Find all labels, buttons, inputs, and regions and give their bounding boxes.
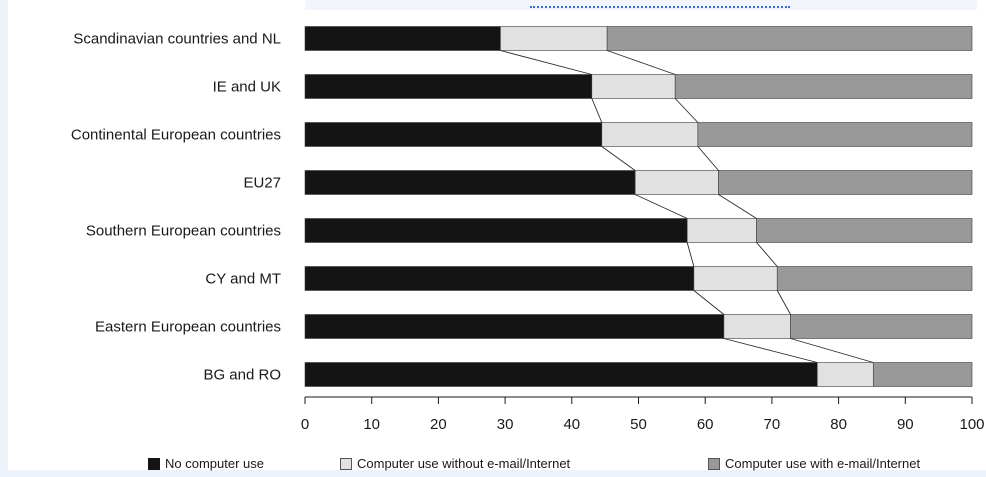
category-label-scandinavian-countries-and-nl: Scandinavian countries and NL: [73, 31, 281, 48]
category-label-cy-and-mt: CY and MT: [205, 271, 281, 288]
x-tick-label-90: 90: [897, 416, 914, 433]
x-tick-label-20: 20: [430, 416, 447, 433]
bar-segment-southern-european-countries-computer-use-with-e-mail-internet: [756, 218, 973, 243]
legend-label-computer-use-without-internet: Computer use without e-mail/Internet: [357, 456, 571, 471]
bar-segment-eastern-european-countries-computer-use-without-e-mail-internet: [723, 314, 791, 339]
connector-line-boundary-2-row-6: [776, 290, 791, 315]
legend-label-no-computer-use: No computer use: [165, 456, 264, 471]
legend-swatch-computer-use-without-internet: [340, 458, 352, 470]
bar-segment-scandinavian-countries-and-nl-computer-use-without-e-mail-internet: [500, 26, 608, 51]
category-labels-group: Scandinavian countries and NL IE and UK Co…: [71, 31, 281, 384]
bar-segment-southern-european-countries-no-computer-use: [304, 218, 688, 243]
category-label-continental-european-countries: Continental European countries: [71, 127, 281, 144]
legend-item-computer-use-with-internet: Computer use with e-mail/Internet: [708, 456, 920, 471]
bar-segment-cy-and-mt-computer-use-with-e-mail-internet: [776, 266, 973, 291]
bar-segment-southern-european-countries-computer-use-without-e-mail-internet: [686, 218, 757, 243]
x-tick-label-10: 10: [363, 416, 380, 433]
x-tick-label-30: 30: [497, 416, 514, 433]
bar-segment-eu27-computer-use-with-e-mail-internet: [718, 170, 973, 195]
connector-line-boundary-2-row-7: [790, 338, 874, 363]
bar-segment-scandinavian-countries-and-nl-computer-use-with-e-mail-internet: [606, 26, 973, 51]
x-tick-label-100: 100: [959, 416, 984, 433]
connector-line-boundary-2-row-2: [674, 98, 699, 123]
legend-item-no-computer-use: No computer use: [148, 456, 264, 471]
bar-segment-bg-and-ro-computer-use-without-e-mail-internet: [816, 362, 874, 387]
connector-line-boundary-1-row-6: [693, 290, 725, 315]
bar-segment-continental-european-countries-computer-use-with-e-mail-internet: [697, 122, 973, 147]
cropped-title-underline: [530, 0, 790, 8]
connector-line-boundary-1-row-5: [686, 242, 695, 267]
connector-line-boundary-1-row-3: [601, 146, 636, 171]
connector-line-boundary-1-row-4: [634, 194, 688, 219]
bar-segment-eastern-european-countries-no-computer-use: [304, 314, 725, 339]
x-axis: 0 10 20 30 40 50 60 70 80 90 100: [301, 396, 985, 433]
bottom-background-strip: [0, 470, 986, 477]
category-label-ie-and-uk: IE and UK: [213, 79, 281, 96]
connector-line-boundary-2-row-1: [607, 50, 676, 75]
connector-line-boundary-2-row-5: [756, 242, 778, 267]
left-background-strip: [0, 0, 8, 477]
category-label-bg-and-ro: BG and RO: [203, 367, 281, 384]
x-tick-label-0: 0: [301, 416, 309, 433]
bar-segment-continental-european-countries-no-computer-use: [304, 122, 603, 147]
bar-segment-bg-and-ro-no-computer-use: [304, 362, 818, 387]
bar-segment-ie-and-uk-computer-use-without-e-mail-internet: [591, 74, 676, 99]
x-tick-label-50: 50: [630, 416, 647, 433]
bar-segment-eu27-computer-use-without-e-mail-internet: [634, 170, 719, 195]
connector-lines-group: [500, 50, 874, 363]
x-tick-label-80: 80: [830, 416, 847, 433]
connector-line-boundary-2-row-3: [697, 146, 719, 171]
connector-line-boundary-2-row-4: [718, 194, 757, 219]
legend-item-computer-use-without-internet: Computer use without e-mail/Internet: [340, 456, 570, 471]
x-tick-label-60: 60: [697, 416, 714, 433]
x-tick-label-40: 40: [563, 416, 580, 433]
bar-segment-scandinavian-countries-and-nl-no-computer-use: [304, 26, 501, 51]
bar-segment-ie-and-uk-computer-use-with-e-mail-internet: [674, 74, 973, 99]
connector-line-boundary-1-row-2: [591, 98, 603, 123]
category-label-eastern-european-countries: Eastern European countries: [95, 319, 281, 336]
connector-line-boundary-1-row-1: [500, 50, 592, 75]
connector-line-boundary-1-row-7: [723, 338, 818, 363]
bar-segment-continental-european-countries-computer-use-without-e-mail-internet: [601, 122, 699, 147]
bar-segment-eu27-no-computer-use: [304, 170, 636, 195]
bar-segment-eastern-european-countries-computer-use-with-e-mail-internet: [790, 314, 973, 339]
category-label-eu27: EU27: [243, 175, 281, 192]
category-label-southern-european-countries: Southern European countries: [86, 223, 281, 240]
legend: No computer use Computer use without e-m…: [0, 454, 986, 476]
bar-segment-cy-and-mt-computer-use-without-e-mail-internet: [693, 266, 778, 291]
x-tick-label-70: 70: [764, 416, 781, 433]
legend-label-computer-use-with-internet: Computer use with e-mail/Internet: [725, 456, 921, 471]
legend-swatch-computer-use-with-internet: [708, 458, 720, 470]
bar-segment-ie-and-uk-no-computer-use: [304, 74, 593, 99]
bars-group: [304, 26, 973, 387]
bar-segment-bg-and-ro-computer-use-with-e-mail-internet: [872, 362, 973, 387]
cropped-title-area: [305, 0, 977, 10]
bar-segment-cy-and-mt-no-computer-use: [304, 266, 695, 291]
legend-swatch-no-computer-use: [148, 458, 160, 470]
